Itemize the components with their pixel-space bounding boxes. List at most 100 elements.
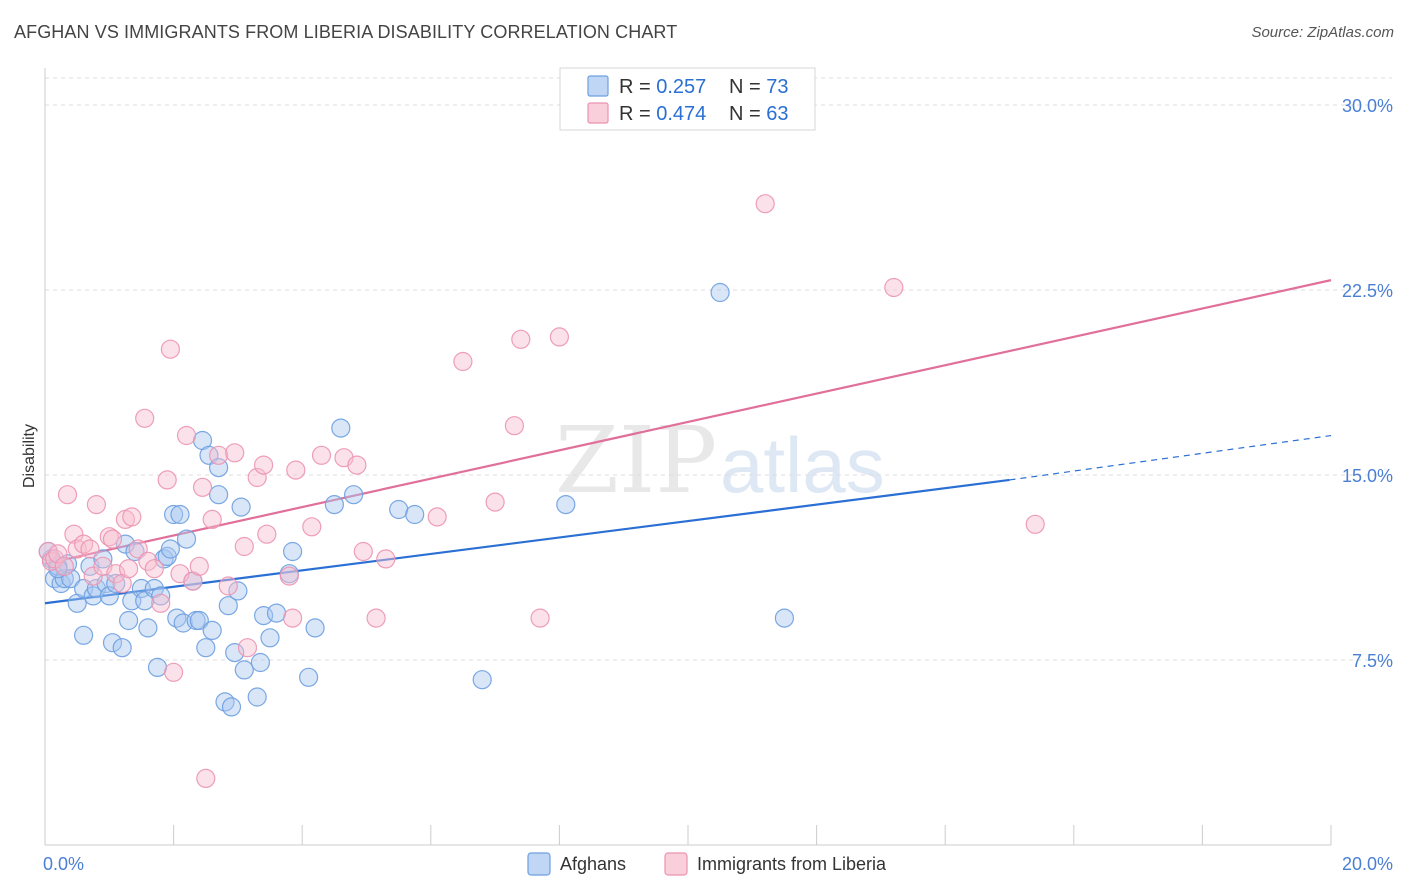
afghans-point	[102, 633, 123, 653]
afghans-point	[147, 657, 168, 678]
afghans-point	[112, 638, 132, 658]
stats-legend: R = 0.257 N = 73 R = 0.474 N = 63	[559, 67, 816, 131]
y-tick-labels: 7.5% 15.0% 22.5% 30.0%	[1342, 96, 1393, 671]
liberia-point	[485, 492, 505, 512]
afghans-point	[93, 549, 113, 569]
afghans-point	[170, 504, 190, 525]
liberia-point	[311, 445, 332, 465]
afghans-point	[176, 529, 197, 549]
liberia-point	[279, 566, 299, 586]
liberia-point	[286, 460, 306, 480]
liberia-point	[54, 556, 74, 576]
data-points	[38, 194, 1045, 789]
liberia-point	[225, 443, 245, 463]
afghans-point	[231, 497, 251, 517]
afghans-point	[250, 652, 270, 673]
legend-afghans-label: Afghans	[560, 854, 626, 874]
afghans-r-label: R =	[619, 76, 656, 98]
liberia-point	[196, 768, 216, 789]
liberia-point	[376, 549, 396, 569]
liberia-point	[283, 608, 303, 628]
liberia-point	[160, 339, 180, 359]
liberia-point	[176, 425, 197, 446]
liberia-point	[755, 194, 775, 214]
afghans-trend-extension	[1009, 434, 1332, 481]
afghans-point	[154, 549, 174, 569]
afghans-n-value: 73	[766, 76, 788, 98]
afghans-point	[234, 660, 254, 680]
legend-liberia-label: Immigrants from Liberia	[697, 854, 887, 874]
y-tick-label: 7.5%	[1352, 651, 1393, 671]
liberia-point	[347, 455, 367, 475]
afghans-point	[324, 495, 344, 515]
x-tick-label: 0.0%	[43, 854, 84, 874]
liberia-point	[302, 517, 322, 537]
liberia-point	[144, 559, 164, 579]
y-tick-label: 15.0%	[1342, 466, 1393, 486]
watermark-zip: ZIP	[555, 407, 717, 514]
liberia-point	[366, 608, 386, 628]
afghans-point	[247, 687, 267, 707]
x-tick-label: 20.0%	[1342, 854, 1393, 874]
afghans-point	[283, 541, 303, 562]
liberia-trend-line	[44, 279, 1332, 565]
liberia-n-label: N =	[729, 103, 766, 125]
y-tick-label: 30.0%	[1342, 96, 1393, 116]
liberia-point	[99, 527, 119, 547]
watermark: ZIP atlas	[555, 407, 885, 514]
y-tick-label: 22.5%	[1342, 281, 1393, 301]
liberia-point	[218, 576, 238, 596]
afghans-point	[73, 625, 94, 645]
liberia-point	[164, 662, 184, 682]
legend-afghans-swatch	[527, 852, 551, 876]
afghans-point	[556, 495, 576, 515]
liberia-point	[192, 477, 213, 497]
liberia-point	[48, 544, 68, 564]
source-label: Source: ZipAtlas.com	[1251, 24, 1394, 41]
afghans-point	[774, 608, 795, 628]
afghans-trend-line	[44, 478, 1010, 605]
afghans-n-label: N =	[729, 76, 766, 98]
y-axis-title: Disability	[21, 424, 38, 488]
afghans-point	[405, 504, 425, 525]
afghans-point	[202, 620, 222, 641]
legend-liberia-swatch	[664, 852, 688, 876]
liberia-point	[83, 566, 103, 586]
liberia-point	[427, 507, 447, 527]
series-legend: Afghans Immigrants from Liberia	[527, 852, 887, 876]
x-tick-labels: 0.0% 20.0%	[43, 854, 1393, 874]
afghans-point	[196, 638, 216, 658]
afghans-point	[189, 610, 209, 631]
afghans-point	[218, 596, 238, 616]
liberia-point	[353, 541, 373, 562]
trend-lines	[44, 279, 1332, 605]
liberia-point	[135, 408, 155, 428]
liberia-swatch	[587, 102, 609, 124]
afghans-point	[221, 697, 242, 717]
afghans-point	[331, 418, 351, 438]
afghans-point	[119, 610, 139, 631]
afghans-point	[266, 603, 287, 623]
liberia-point	[1025, 514, 1045, 534]
liberia-point	[57, 485, 78, 505]
liberia-n: N = 63	[729, 103, 789, 125]
afghans-point	[225, 642, 245, 663]
liberia-point	[138, 551, 158, 571]
afghans-swatch	[587, 75, 609, 97]
liberia-point	[247, 467, 267, 488]
gridlines	[45, 77, 1392, 661]
afghans-point	[344, 485, 364, 505]
afghans-point	[151, 586, 171, 606]
liberia-point	[254, 455, 274, 475]
afghans-point	[215, 692, 235, 712]
afghans-point	[472, 670, 492, 690]
watermark-atlas: atlas	[720, 421, 885, 509]
afghans-n: N = 73	[729, 76, 789, 98]
axes	[44, 68, 1332, 846]
liberia-point	[511, 329, 531, 349]
liberia-r-value: 0.474	[656, 103, 706, 125]
liberia-point	[119, 559, 139, 579]
liberia-n-value: 63	[766, 103, 788, 125]
liberia-point	[189, 556, 209, 576]
afghans-point	[164, 504, 184, 525]
